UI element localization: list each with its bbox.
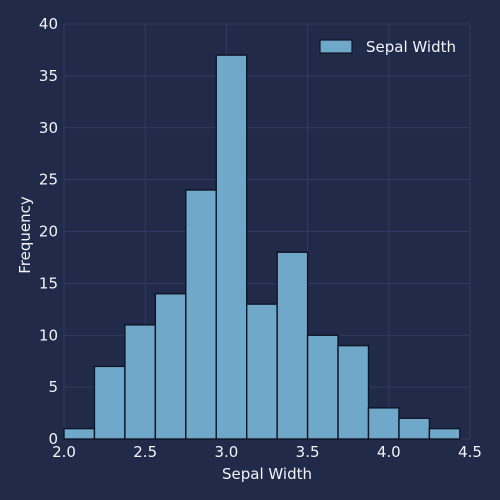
legend-label: Sepal Width [366,38,456,56]
y-tick-label: 5 [48,378,58,396]
histogram-bar [63,427,96,440]
y-tick-label: 35 [39,67,58,85]
histogram-bar [367,407,400,440]
histogram-bar [398,417,431,440]
x-tick-label: 3.0 [214,443,238,461]
histogram-bar [306,334,339,440]
histogram-bar [215,54,248,440]
y-tick-label: 25 [39,171,58,189]
histogram-bar [276,251,309,440]
histogram-bar [428,427,461,440]
y-tick-label: 30 [39,119,58,137]
x-axis-label: Sepal Width [222,465,312,483]
histogram-bar [337,344,370,440]
histogram-bar [185,189,217,440]
x-tick-label: 4.5 [458,443,482,461]
histogram-bar [245,303,278,440]
x-tick-label: 3.5 [296,443,320,461]
histogram-bar [93,365,126,440]
bars-layer [63,54,461,440]
histogram-bar [154,293,187,440]
x-tick-label: 2.0 [52,443,76,461]
x-tick-label: 2.5 [133,443,157,461]
y-tick-label: 15 [39,274,58,292]
histogram-bar [124,324,157,440]
legend-swatch [319,39,353,54]
y-tick-label: 40 [39,15,58,33]
y-axis-label: Frequency [16,196,34,274]
legend: Sepal Width [319,38,456,56]
y-tick-label: 0 [48,430,58,448]
y-tick-label: 20 [39,223,58,241]
x-tick-label: 4.0 [377,443,401,461]
y-tick-label: 10 [39,326,58,344]
ticks-layer: 0 5 10 15 20 25 30 35 40 2.0 2.5 3.0 3.5 4.0 4.5 [39,15,482,461]
